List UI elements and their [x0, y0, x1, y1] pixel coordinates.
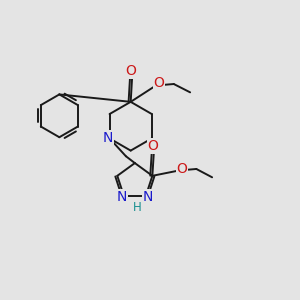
Text: N: N — [103, 131, 113, 146]
Text: O: O — [148, 139, 158, 153]
Text: O: O — [177, 162, 188, 176]
Text: N: N — [116, 190, 127, 204]
Text: O: O — [125, 64, 136, 78]
Text: H: H — [133, 201, 142, 214]
Text: O: O — [154, 76, 164, 90]
Text: N: N — [143, 190, 153, 204]
